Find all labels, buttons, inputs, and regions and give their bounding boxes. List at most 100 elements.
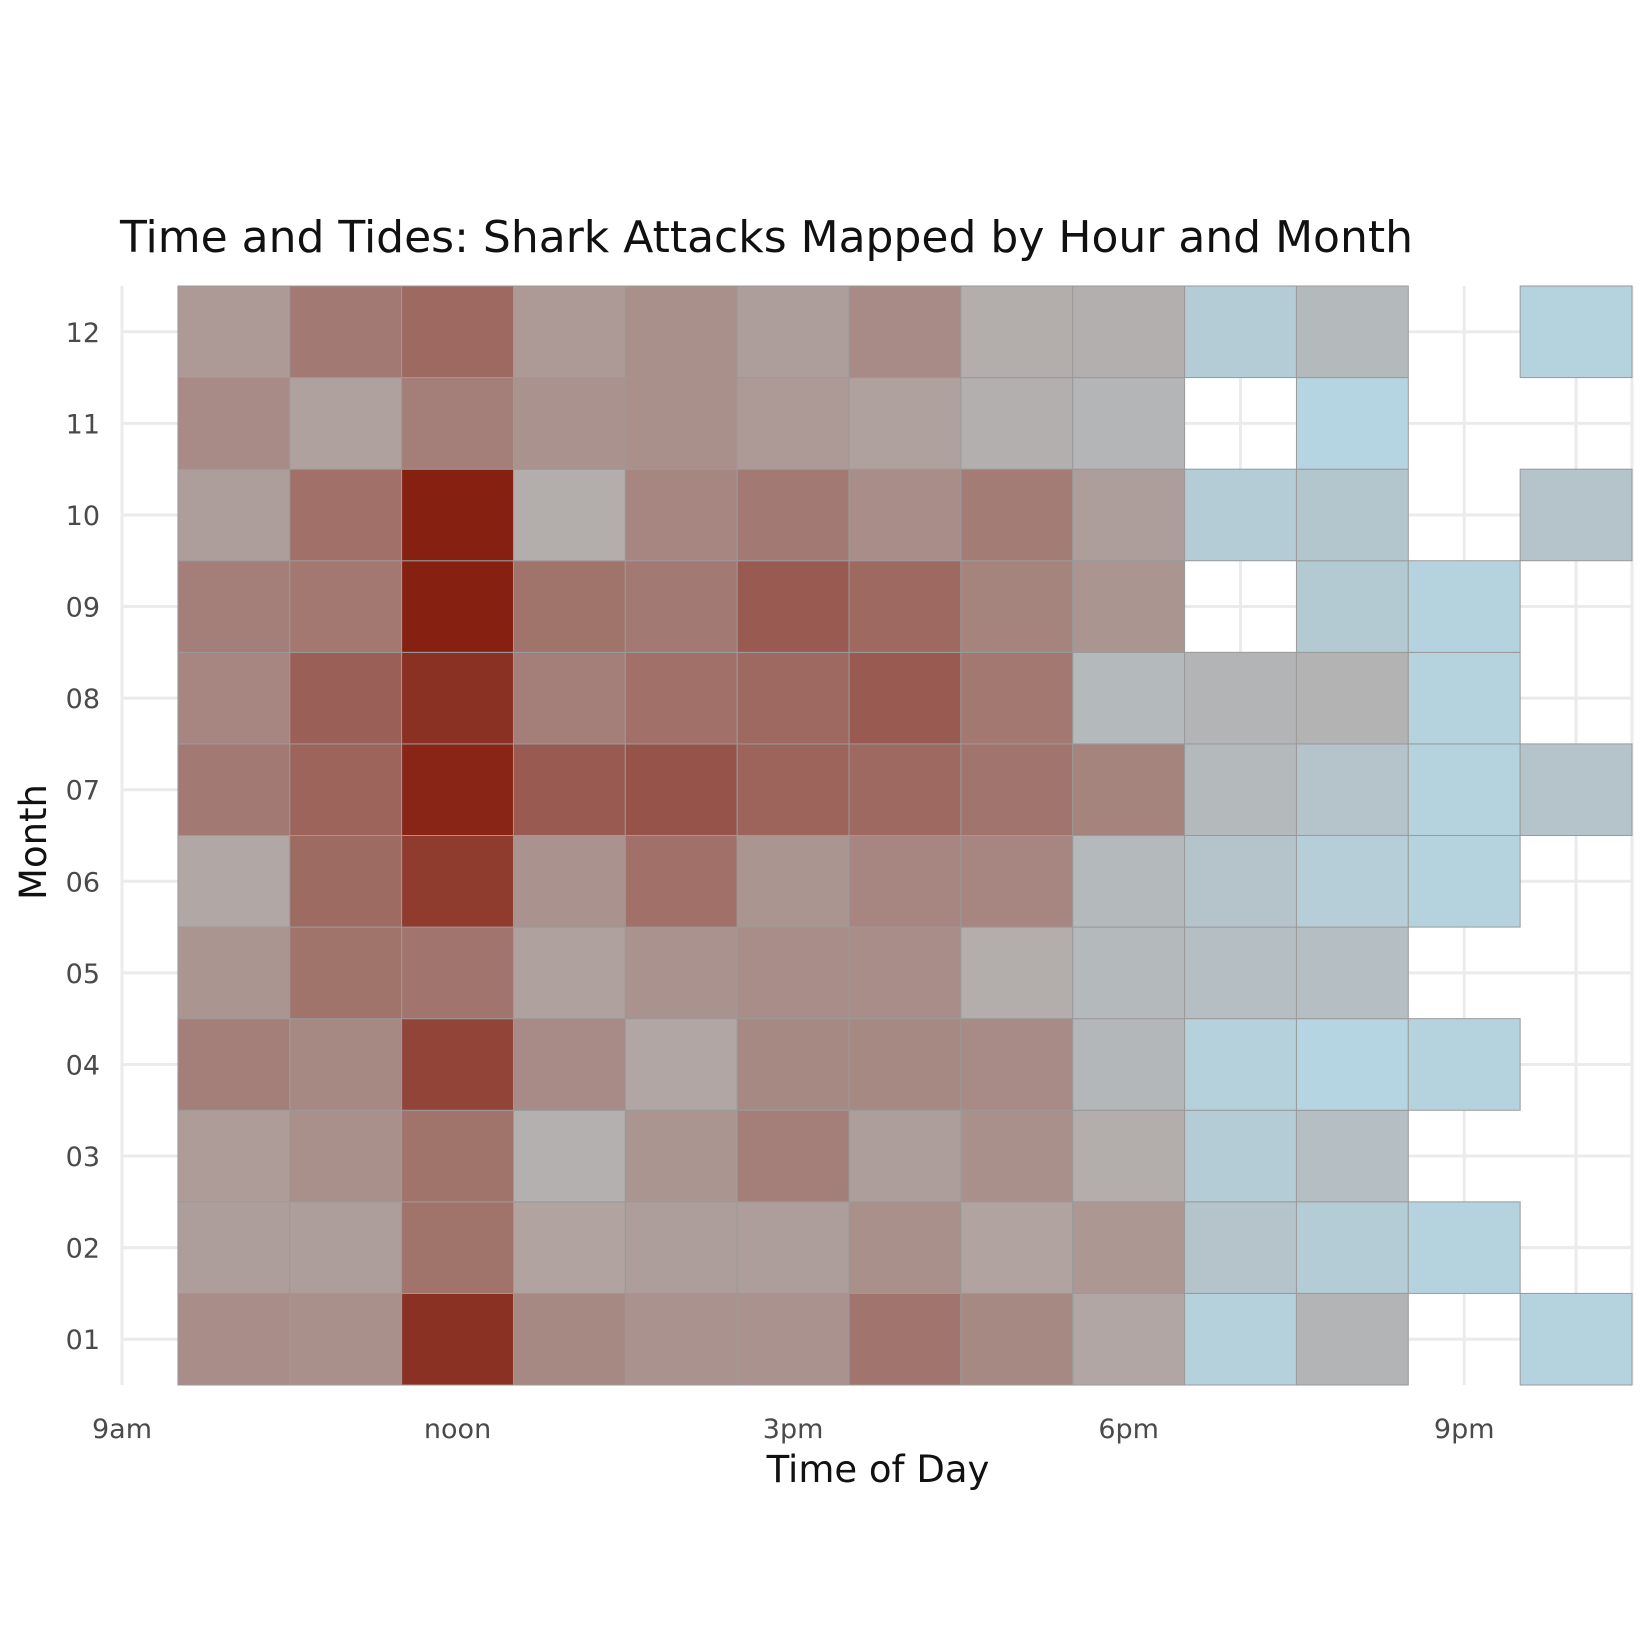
heatmap-cell-12-15 [736, 285, 850, 379]
heatmap-cell-08-18 [1072, 651, 1186, 745]
heatmap-cell-04-17 [960, 1018, 1074, 1111]
heatmap-cell-07-18 [1072, 743, 1186, 837]
heatmap-cell-04-15 [736, 1018, 850, 1111]
heatmap-cell-09-11 [289, 560, 403, 653]
heatmap-cell-04-16 [848, 1018, 962, 1111]
heatmap-cell-12-22 [1519, 285, 1633, 379]
heatmap-cell-04-19 [1184, 1018, 1297, 1111]
heatmap-cell-07-13 [512, 743, 626, 837]
heatmap-cell-07-11 [289, 743, 403, 837]
heatmap-cell-02-11 [289, 1201, 403, 1294]
heatmap-cell-09-13 [512, 560, 626, 653]
heatmap-cell-10-15 [736, 468, 850, 562]
heatmap-cell-02-19 [1184, 1201, 1297, 1294]
heatmap-cell-04-12 [401, 1018, 514, 1111]
heatmap-cell-08-16 [848, 651, 962, 745]
heatmap-cell-08-20 [1295, 651, 1409, 745]
heatmap-cell-10-10 [177, 468, 291, 562]
heatmap-cell-11-14 [624, 377, 738, 470]
heatmap-cell-02-14 [624, 1201, 738, 1294]
heatmap-cell-01-18 [1072, 1292, 1186, 1386]
heatmap-cell-02-13 [512, 1201, 626, 1294]
heatmap-cell-08-21 [1407, 651, 1521, 745]
heatmap-cell-05-12 [401, 926, 514, 1020]
heatmap-cell-02-16 [848, 1201, 962, 1294]
y-axis-ticks: 01 02 03 04 05 06 07 08 09 10 11 12 [66, 318, 100, 1356]
y-tick-label: 03 [66, 1142, 100, 1173]
heatmap-cell-11-12 [401, 377, 514, 470]
heatmap-cell-02-20 [1295, 1201, 1409, 1294]
heatmap-cell-01-11 [289, 1292, 403, 1386]
heatmap-cell-12-18 [1072, 285, 1186, 379]
heatmap-cell-11-10 [177, 377, 291, 470]
heatmap-cell-04-10 [177, 1018, 291, 1111]
heatmap-cell-06-13 [512, 835, 626, 928]
heatmap-cell-06-20 [1295, 835, 1409, 928]
heatmap-cell-07-10 [177, 743, 291, 837]
x-tick-label: 9pm [1434, 1414, 1495, 1445]
heatmap-cell-01-13 [512, 1292, 626, 1386]
heatmap-cell-06-21 [1407, 835, 1521, 928]
y-tick-label: 06 [66, 867, 100, 898]
heatmap-cell-05-14 [624, 926, 738, 1020]
heatmap-cell-10-19 [1184, 468, 1297, 562]
heatmap-cell-12-17 [960, 285, 1074, 379]
heatmap-cell-01-20 [1295, 1292, 1409, 1386]
heatmap-cell-03-19 [1184, 1109, 1297, 1203]
heatmap-cell-01-10 [177, 1292, 291, 1386]
x-tick-label: noon [424, 1414, 491, 1445]
heatmap-cell-11-18 [1072, 377, 1186, 470]
heatmap-cell-12-16 [848, 285, 962, 379]
heatmap-cell-08-12 [401, 651, 514, 745]
heatmap-cell-03-20 [1295, 1109, 1409, 1203]
heatmap-cell-07-16 [848, 743, 962, 837]
heatmap-cell-11-15 [736, 377, 850, 470]
x-tick-label: 3pm [763, 1414, 824, 1445]
heatmap-cell-07-17 [960, 743, 1074, 837]
heatmap-cell-08-14 [624, 651, 738, 745]
heatmap-cell-06-10 [177, 835, 291, 928]
heatmap-cell-09-12 [401, 560, 514, 653]
heatmap-cell-03-10 [177, 1109, 291, 1203]
heatmap-cell-03-15 [736, 1109, 850, 1203]
heatmap-cell-03-16 [848, 1109, 962, 1203]
x-axis-ticks: 9am noon 3pm 6pm 9pm [92, 1414, 1495, 1445]
heatmap-cell-05-18 [1072, 926, 1186, 1020]
heatmap-cell-08-11 [289, 651, 403, 745]
heatmap-cell-09-10 [177, 560, 291, 653]
heatmap-cell-12-11 [289, 285, 403, 379]
heatmap-cell-07-12 [401, 743, 514, 837]
y-tick-label: 07 [66, 776, 100, 807]
heatmap-cell-12-20 [1295, 285, 1409, 379]
heatmap-cell-08-13 [512, 651, 626, 745]
y-tick-label: 09 [66, 593, 100, 624]
heatmap-cell-10-20 [1295, 468, 1409, 562]
heatmap-cell-06-18 [1072, 835, 1186, 928]
heatmap-cell-10-11 [289, 468, 403, 562]
heatmap-cell-02-12 [401, 1201, 514, 1294]
heatmap-cell-01-14 [624, 1292, 738, 1386]
y-tick-label: 01 [66, 1325, 100, 1356]
heatmap-cell-06-16 [848, 835, 962, 928]
heatmap-cell-10-17 [960, 468, 1074, 562]
heatmap-cell-06-15 [736, 835, 850, 928]
heatmap-cell-11-20 [1295, 377, 1409, 470]
heatmap-cell-03-13 [512, 1109, 626, 1203]
y-tick-label: 04 [66, 1050, 100, 1081]
chart-title: Time and Tides: Shark Attacks Mapped by … [119, 212, 1413, 263]
heatmap-cell-03-11 [289, 1109, 403, 1203]
heatmap-cell-08-17 [960, 651, 1074, 745]
heatmap-cell-05-13 [512, 926, 626, 1020]
heatmap-cell-11-13 [512, 377, 626, 470]
x-tick-label: 6pm [1098, 1414, 1159, 1445]
heatmap-cell-10-22 [1519, 468, 1633, 562]
heatmap-cell-01-22 [1519, 1292, 1633, 1386]
heatmap-cell-09-17 [960, 560, 1074, 653]
heatmap-cell-03-17 [960, 1109, 1074, 1203]
y-tick-label: 12 [66, 318, 100, 349]
y-axis-title: Month [12, 784, 55, 900]
heatmap-cell-09-18 [1072, 560, 1186, 653]
heatmap-cell-04-13 [512, 1018, 626, 1111]
y-tick-label: 02 [66, 1234, 100, 1265]
